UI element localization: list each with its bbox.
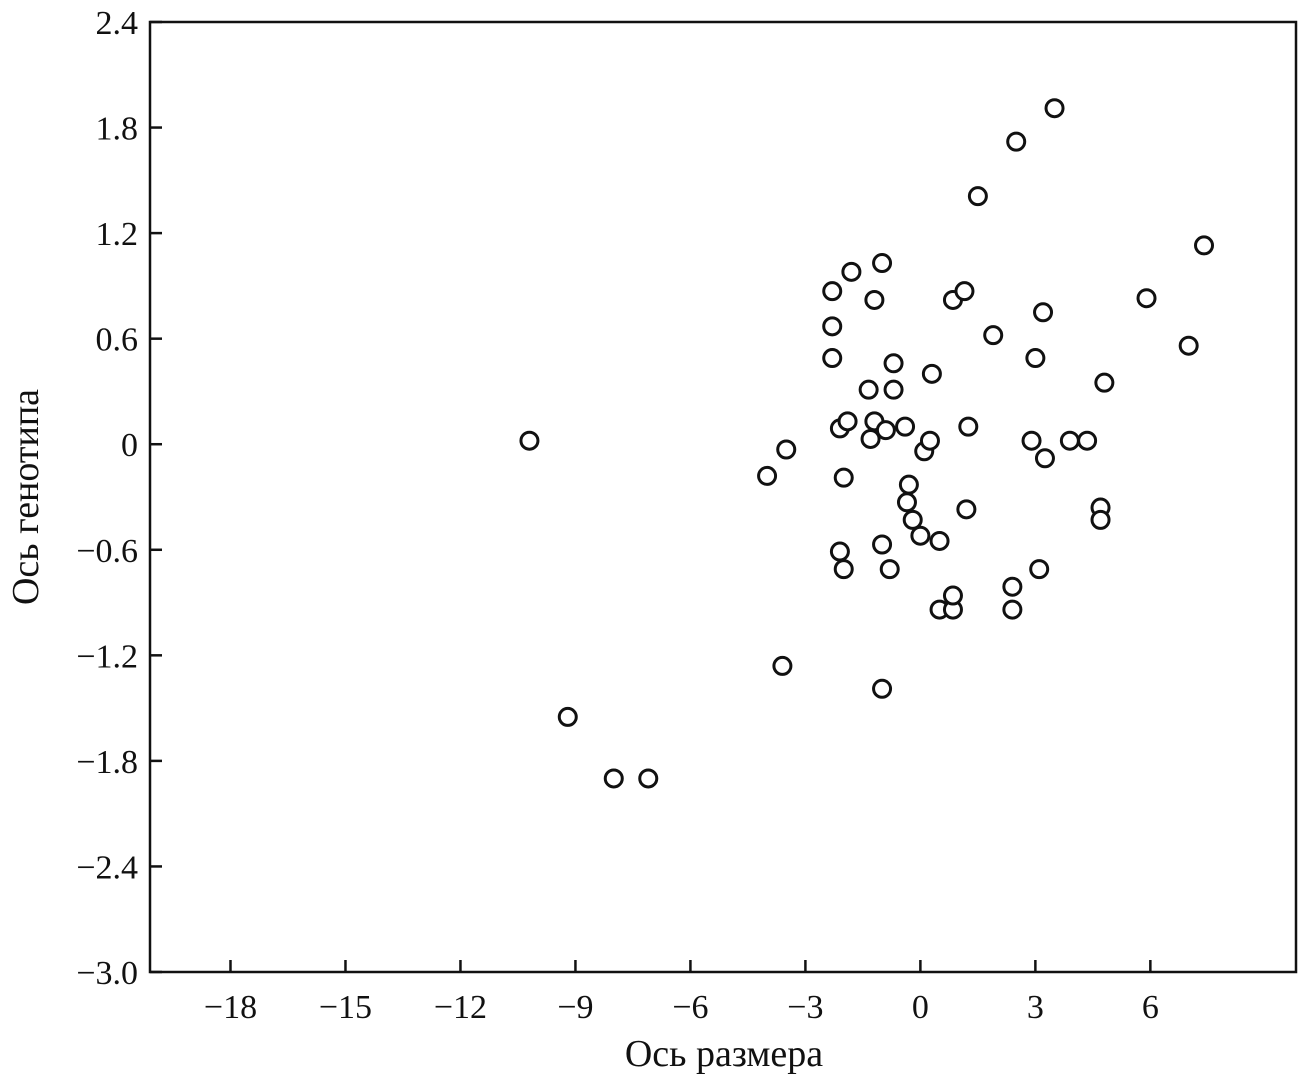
data-point (983, 325, 1004, 346)
data-point (1025, 348, 1046, 369)
data-point (822, 281, 843, 302)
data-point (829, 541, 850, 562)
data-point (1136, 288, 1157, 309)
data-point (1006, 131, 1027, 152)
y-tick-label: 0 (121, 427, 138, 464)
data-point (896, 492, 917, 513)
data-point (875, 420, 896, 441)
data-point (1077, 430, 1098, 451)
y-tick-label: −1.8 (76, 744, 138, 781)
data-point (902, 509, 923, 530)
x-tick-label: −6 (672, 989, 708, 1026)
data-point (757, 465, 778, 486)
data-point (1090, 509, 1111, 530)
data-point (841, 261, 862, 282)
x-tick-label: 3 (1027, 989, 1044, 1026)
data-point (833, 559, 854, 580)
data-point (833, 467, 854, 488)
data-point (1034, 448, 1055, 469)
data-point (967, 186, 988, 207)
x-axis: −18 −15 −12 −9 −6 −3 0 3 6 (204, 960, 1159, 1026)
data-point (1178, 335, 1199, 356)
data-point (929, 530, 950, 551)
y-tick-label: −0.6 (76, 533, 138, 570)
data-point (638, 768, 659, 789)
data-point (956, 499, 977, 520)
data-point (1094, 372, 1115, 393)
data-point (822, 316, 843, 337)
y-axis-title: Ось генотипа (5, 389, 47, 605)
data-point (879, 559, 900, 580)
y-tick-label: 1.2 (96, 216, 139, 253)
data-point (1059, 430, 1080, 451)
data-point (1002, 599, 1023, 620)
y-tick-label: 1.8 (96, 111, 139, 148)
x-tick-label: 6 (1142, 989, 1159, 1026)
y-tick-label: 0.6 (96, 322, 139, 359)
data-point (910, 525, 931, 546)
data-point (776, 439, 797, 460)
data-point (1194, 235, 1215, 256)
x-tick-label: −3 (787, 989, 823, 1026)
data-point (864, 289, 885, 310)
x-tick-label: −12 (434, 989, 487, 1026)
data-point (921, 363, 942, 384)
data-point (898, 474, 919, 495)
x-tick-label: −15 (319, 989, 372, 1026)
data-point (1021, 430, 1042, 451)
data-point (954, 281, 975, 302)
y-tick-label: −2.4 (76, 849, 138, 886)
data-point (919, 430, 940, 451)
data-point (1044, 98, 1065, 119)
data-point (958, 416, 979, 437)
data-point (895, 416, 916, 437)
y-tick-label: 2.4 (96, 5, 139, 42)
data-point (1029, 559, 1050, 580)
x-tick-label: 0 (912, 989, 929, 1026)
data-point (557, 706, 578, 727)
y-tick-label: −1.2 (76, 638, 138, 675)
y-axis: 2.4 1.8 1.2 0.6 0 −0.6 −1.2 −1.8 −2.4 −3.0 (76, 5, 162, 992)
data-point (519, 430, 540, 451)
data-point (1033, 302, 1054, 323)
data-point (603, 768, 624, 789)
data-point (872, 678, 893, 699)
x-axis-title: Ось размера (625, 1033, 823, 1075)
plot-frame (148, 20, 1298, 974)
data-points (519, 98, 1215, 789)
data-point (942, 585, 963, 606)
x-tick-label: −9 (557, 989, 593, 1026)
y-tick-label: −3.0 (76, 955, 138, 992)
data-point (858, 379, 879, 400)
data-point (822, 348, 843, 369)
data-point (837, 411, 858, 432)
x-tick-label: −18 (204, 989, 257, 1026)
data-point (1002, 576, 1023, 597)
data-point (883, 379, 904, 400)
data-point (883, 353, 904, 374)
data-point (872, 534, 893, 555)
data-point (872, 253, 893, 274)
data-point (772, 655, 793, 676)
